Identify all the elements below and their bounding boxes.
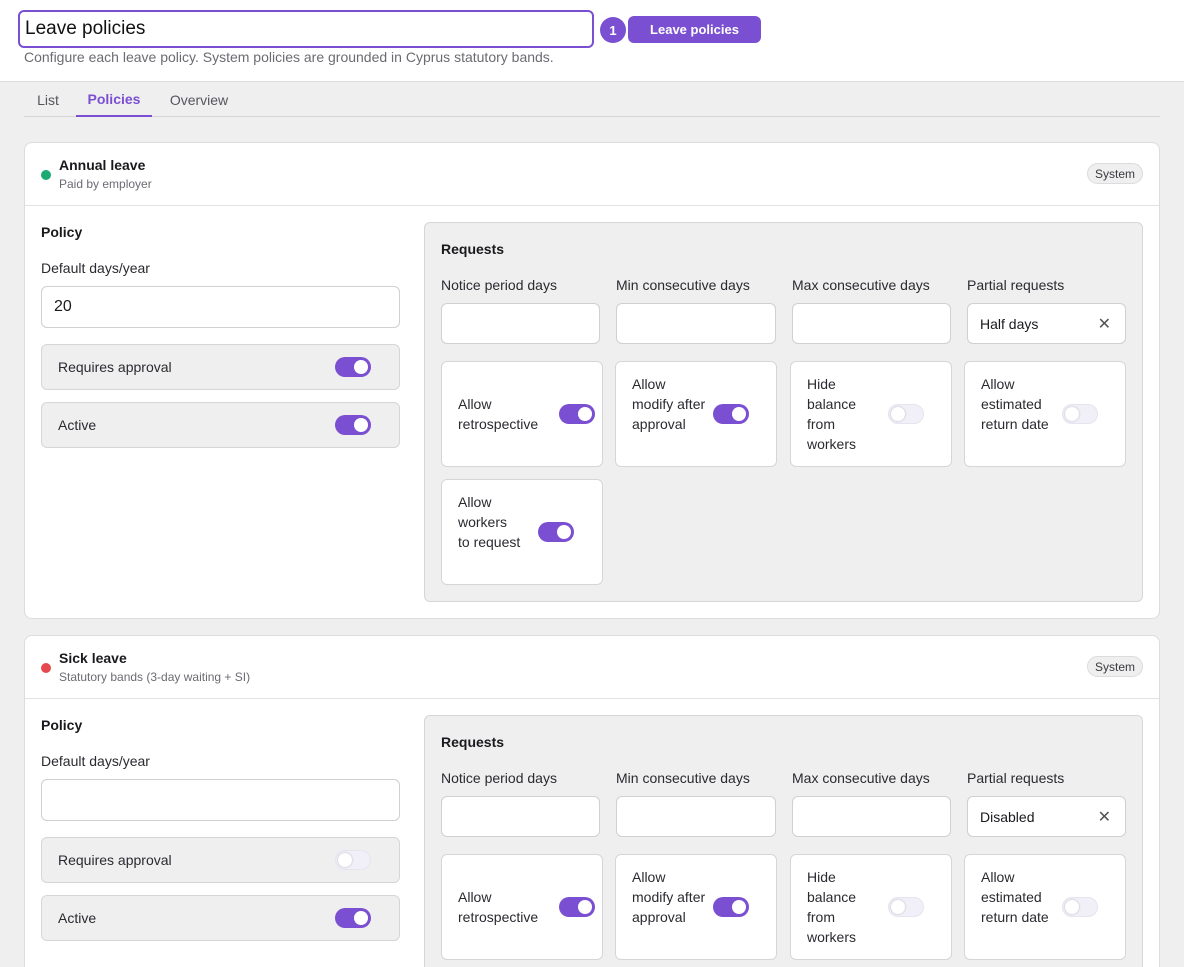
- max-consecutive-label: Max consecutive days: [792, 770, 930, 786]
- requires-approval-row: Requires approval: [41, 837, 400, 883]
- leave-policies-button[interactable]: Leave policies: [628, 16, 761, 43]
- policy-description: Statutory bands (3-day waiting + SI): [59, 670, 251, 684]
- partial-requests-value: Disabled: [980, 809, 1035, 825]
- partial-requests-label: Partial requests: [967, 277, 1065, 293]
- option-label: Hide balance from workers: [807, 869, 857, 945]
- requires-approval-toggle[interactable]: [335, 357, 371, 377]
- allow-retrospective-toggle[interactable]: [559, 404, 595, 424]
- requires-approval-toggle[interactable]: [335, 850, 371, 870]
- notice-period-label: Notice period days: [441, 277, 557, 293]
- default-days-label: Default days/year: [41, 753, 150, 769]
- system-badge: System: [1086, 163, 1143, 184]
- option-allow-estimated-return: Allow estimated return date: [964, 854, 1126, 960]
- default-days-label: Default days/year: [41, 260, 150, 276]
- option-allow-estimated-return: Allow estimated return date: [964, 361, 1126, 467]
- option-label: Hide balance from workers: [807, 376, 857, 452]
- hide-balance-toggle[interactable]: [888, 897, 924, 917]
- partial-requests-label: Partial requests: [967, 770, 1065, 786]
- policy-description: Paid by employer: [59, 177, 152, 191]
- estimated-return-toggle[interactable]: [1062, 404, 1098, 424]
- option-label: Allow modify after approval: [632, 376, 706, 432]
- system-badge: System: [1086, 656, 1143, 677]
- policy-section-label: Policy: [41, 717, 83, 733]
- min-consecutive-input[interactable]: [616, 796, 776, 837]
- notice-period-input[interactable]: [441, 796, 600, 837]
- min-consecutive-label: Min consecutive days: [616, 277, 750, 293]
- requests-title: Requests: [441, 734, 505, 750]
- tab-overview[interactable]: Overview: [169, 91, 229, 108]
- requests-title: Requests: [441, 241, 505, 257]
- clear-icon[interactable]: ✕: [1097, 316, 1111, 333]
- min-consecutive-label: Min consecutive days: [616, 770, 750, 786]
- clear-icon[interactable]: ✕: [1097, 809, 1111, 826]
- default-days-input[interactable]: [41, 286, 400, 328]
- max-consecutive-label: Max consecutive days: [792, 277, 930, 293]
- partial-requests-select[interactable]: Half days ✕: [967, 303, 1126, 344]
- default-days-input[interactable]: [41, 779, 400, 821]
- requests-panel: Requests Notice period days Min consecut…: [424, 222, 1143, 602]
- status-dot: [41, 170, 51, 180]
- option-allow-modify-after-approval: Allow modify after approval: [615, 361, 777, 467]
- active-toggle[interactable]: [335, 415, 371, 435]
- policy-title-input[interactable]: [18, 10, 594, 48]
- policy-card-header: Annual leave Paid by employer System: [25, 143, 1159, 206]
- partial-requests-value: Half days: [980, 316, 1039, 332]
- option-allow-workers-to-request: Allow workers to request: [441, 479, 603, 585]
- allow-modify-toggle[interactable]: [713, 897, 749, 917]
- active-row: Active: [41, 895, 400, 941]
- option-hide-balance: Hide balance from workers: [790, 854, 952, 960]
- hide-balance-toggle[interactable]: [888, 404, 924, 424]
- option-label: Allow estimated return date: [981, 376, 1049, 432]
- notice-period-input[interactable]: [441, 303, 600, 344]
- option-allow-retrospective: Allow retrospective: [441, 361, 603, 467]
- policy-card-sick-leave: Sick leave Statutory bands (3-day waitin…: [24, 635, 1160, 967]
- option-hide-balance: Hide balance from workers: [790, 361, 952, 467]
- tab-policies[interactable]: Policies: [76, 82, 152, 117]
- status-dot: [41, 663, 51, 673]
- active-row: Active: [41, 402, 400, 448]
- active-label: Active: [58, 417, 97, 433]
- tab-bar: List Policies Overview: [24, 82, 1160, 117]
- option-label: Allow estimated return date: [981, 869, 1049, 925]
- min-consecutive-input[interactable]: [616, 303, 776, 344]
- requires-approval-label: Requires approval: [58, 359, 172, 375]
- workers-request-toggle[interactable]: [538, 522, 574, 542]
- requests-panel: Requests Notice period days Min consecut…: [424, 715, 1143, 967]
- notice-period-label: Notice period days: [441, 770, 557, 786]
- policy-card-header: Sick leave Statutory bands (3-day waitin…: [25, 636, 1159, 699]
- policy-section-label: Policy: [41, 224, 83, 240]
- option-allow-retrospective: Allow retrospective: [441, 854, 603, 960]
- partial-requests-select[interactable]: Disabled ✕: [967, 796, 1126, 837]
- allow-modify-toggle[interactable]: [713, 404, 749, 424]
- max-consecutive-input[interactable]: [792, 796, 951, 837]
- page-subtitle: Configure each leave policy. System poli…: [24, 49, 554, 65]
- max-consecutive-input[interactable]: [792, 303, 951, 344]
- option-label: Allow retrospective: [458, 889, 539, 925]
- estimated-return-toggle[interactable]: [1062, 897, 1098, 917]
- active-toggle[interactable]: [335, 908, 371, 928]
- count-badge: 1: [600, 17, 626, 43]
- page-header: 1 Leave policies Configure each leave po…: [0, 0, 1184, 82]
- option-label: Allow retrospective: [458, 396, 539, 432]
- main-content: List Policies Overview Annual leave Paid…: [0, 82, 1184, 967]
- option-allow-modify-after-approval: Allow modify after approval: [615, 854, 777, 960]
- requires-approval-label: Requires approval: [58, 852, 172, 868]
- allow-retrospective-toggle[interactable]: [559, 897, 595, 917]
- tab-list[interactable]: List: [37, 91, 59, 108]
- policy-card-annual-leave: Annual leave Paid by employer System Pol…: [24, 142, 1160, 619]
- active-label: Active: [58, 910, 97, 926]
- policy-name: Annual leave: [59, 157, 146, 173]
- option-label: Allow workers to request: [458, 494, 521, 550]
- option-label: Allow modify after approval: [632, 869, 706, 925]
- requires-approval-row: Requires approval: [41, 344, 400, 390]
- policy-name: Sick leave: [59, 650, 127, 666]
